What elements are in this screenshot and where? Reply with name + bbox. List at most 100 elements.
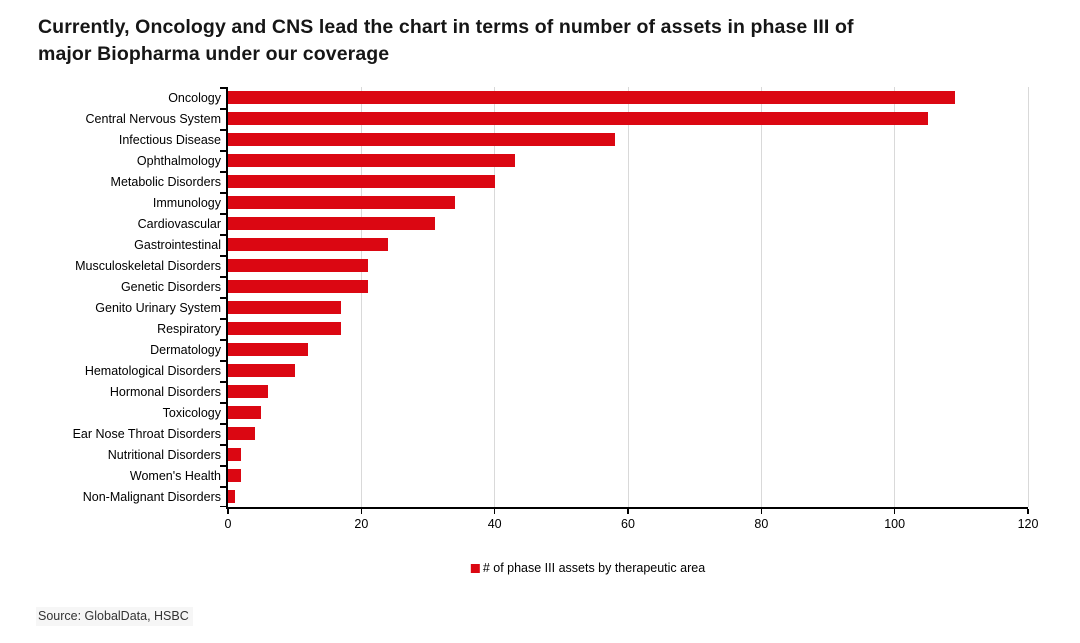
category-label: Toxicology (162, 405, 221, 420)
bar (228, 490, 235, 503)
category-label: Musculoskeletal Disorders (75, 258, 221, 273)
category-label: Respiratory (157, 321, 221, 336)
x-axis-tick-label: 80 (754, 517, 769, 531)
y-axis-tick (220, 465, 228, 467)
gridline-x-40 (494, 87, 496, 507)
bar (228, 91, 955, 104)
category-label: Oncology (168, 90, 221, 105)
bar (228, 385, 268, 398)
x-axis-tick (1027, 509, 1029, 514)
category-label: Metabolic Disorders (110, 174, 221, 189)
bar-row: Hormonal Disorders (110, 381, 1028, 402)
bar-row: Oncology (168, 87, 1028, 108)
legend: # of phase III assets by therapeutic are… (470, 561, 706, 575)
y-axis-tick (220, 486, 228, 488)
bar-row: Genito Urinary System (95, 297, 1028, 318)
bar (228, 406, 262, 419)
bar (228, 448, 242, 461)
category-label: Hematological Disorders (84, 363, 221, 378)
y-axis-tick (220, 255, 228, 257)
bar (228, 154, 515, 167)
chart-title: Currently, Oncology and CNS lead the cha… (38, 14, 1048, 68)
x-axis-tick (227, 509, 229, 514)
bar-row: Dermatology (150, 339, 1028, 360)
bar-row: Musculoskeletal Disorders (75, 255, 1028, 276)
bar (228, 343, 308, 356)
gridline-x-100 (894, 87, 896, 507)
y-axis-tick (220, 381, 228, 383)
bar (228, 322, 342, 335)
bar-row: Ophthalmology (137, 150, 1028, 171)
category-label: Non-Malignant Disorders (82, 489, 221, 504)
y-axis-tick (220, 87, 228, 89)
category-label: Central Nervous System (85, 111, 221, 126)
bar (228, 175, 495, 188)
bar (228, 217, 435, 230)
bar-row: Cardiovascular (138, 213, 1028, 234)
source-note: Source: GlobalData, HSBC (36, 607, 193, 626)
x-axis-tick-label: 40 (487, 517, 502, 531)
bar (228, 112, 928, 125)
bar-row: Toxicology (163, 402, 1028, 423)
x-axis-tick-label: 100 (884, 517, 906, 531)
x-axis-tick-label: 0 (224, 517, 232, 531)
legend-label: # of phase III assets by therapeutic are… (482, 561, 706, 575)
bar-row: Metabolic Disorders (111, 171, 1028, 192)
category-label: Nutritional Disorders (107, 447, 221, 462)
x-axis-tick-label: 20 (354, 517, 369, 531)
plot-area: Oncology Central Nervous System Infectious… (73, 87, 1038, 531)
bar (228, 427, 255, 440)
category-label: Immunology (152, 195, 221, 210)
category-label: Genetic Disorders (120, 279, 221, 294)
y-axis-tick (220, 108, 228, 110)
y-axis-tick (220, 423, 228, 425)
category-label: Ear Nose Throat Disorders (72, 426, 221, 441)
x-axis-tick (893, 509, 896, 514)
y-axis-tick (220, 129, 228, 131)
bar-row: Hematological Disorders (85, 360, 1028, 381)
gridline-x-60 (627, 87, 629, 507)
y-axis-tick (220, 444, 228, 446)
y-axis-tick (220, 150, 228, 152)
bar-row: Ear Nose Throat Disorders (73, 423, 1028, 444)
gridline-x-120 (1027, 87, 1029, 507)
bar-row: Infectious Disease (119, 129, 1028, 150)
bar (228, 364, 295, 377)
gridline-x-80 (760, 87, 762, 507)
x-axis-tick (760, 509, 763, 514)
y-axis-tick (220, 297, 228, 299)
gridline-x-20 (360, 87, 362, 507)
chart-title-line1: Currently, Oncology and CNS lead the cha… (38, 16, 854, 38)
y-axis-tick (220, 505, 228, 507)
x-axis-tick-label: 120 (1017, 517, 1039, 531)
legend-marker-icon (470, 563, 480, 573)
chart-title-line2: major Biopharma under our coverage (38, 43, 390, 65)
category-label: Dermatology (150, 342, 221, 357)
bar-row: Genetic Disorders (121, 276, 1028, 297)
bar (228, 133, 615, 146)
category-label: Hormonal Disorders (109, 384, 221, 399)
bar-row: Central Nervous System (86, 108, 1028, 129)
category-label: Ophthalmology (136, 153, 221, 168)
x-axis-tick (493, 509, 496, 514)
bar-row: Gastrointestinal (134, 234, 1028, 255)
y-axis-tick (220, 234, 228, 236)
y-axis-tick (220, 402, 228, 404)
category-label: Gastrointestinal (134, 237, 221, 252)
bar (228, 196, 455, 209)
category-label: Infectious Disease (118, 132, 221, 147)
bar-row: Nutritional Disorders (108, 444, 1028, 465)
category-label: Women's Health (129, 468, 221, 483)
bar-row: Immunology (153, 192, 1028, 213)
y-axis-tick (220, 276, 228, 278)
x-axis-tick (360, 509, 363, 514)
bar-row: Women's Health (130, 465, 1028, 486)
y-axis-tick (220, 339, 228, 341)
category-label: Cardiovascular (137, 216, 221, 231)
y-axis-tick (220, 360, 228, 362)
y-axis-tick (220, 192, 228, 194)
bar (228, 301, 342, 314)
y-axis-tick (220, 213, 228, 215)
bar (228, 280, 368, 293)
